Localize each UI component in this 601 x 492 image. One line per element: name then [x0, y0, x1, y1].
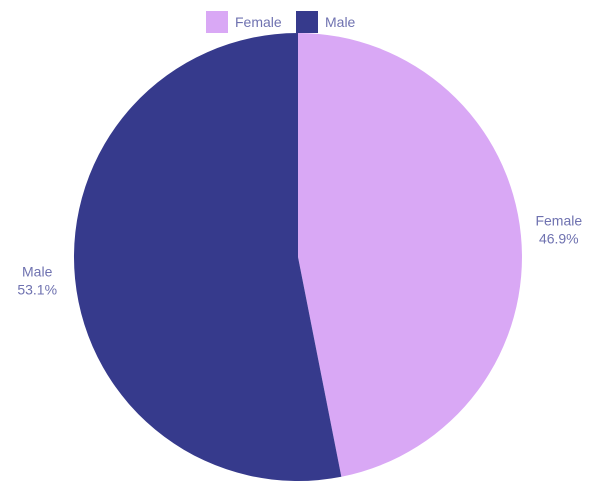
- pie-slices: [73, 32, 522, 482]
- legend-swatch-male[interactable]: [296, 11, 318, 33]
- slice-label-name-male: Male: [22, 264, 53, 280]
- legend-label-male[interactable]: Male: [325, 14, 356, 30]
- legend-label-female[interactable]: Female: [235, 14, 282, 30]
- legend: Female Male: [206, 11, 356, 33]
- legend-swatch-female[interactable]: [206, 11, 228, 33]
- slice-labels: Female 46.9% Male 53.1%: [17, 213, 582, 298]
- slice-label-name-female: Female: [535, 213, 582, 229]
- pie-slice-female[interactable]: [298, 33, 522, 477]
- pie-slice-male[interactable]: [73, 32, 342, 482]
- slice-label-value-male: 53.1%: [17, 282, 57, 298]
- slice-label-value-female: 46.9%: [539, 231, 579, 247]
